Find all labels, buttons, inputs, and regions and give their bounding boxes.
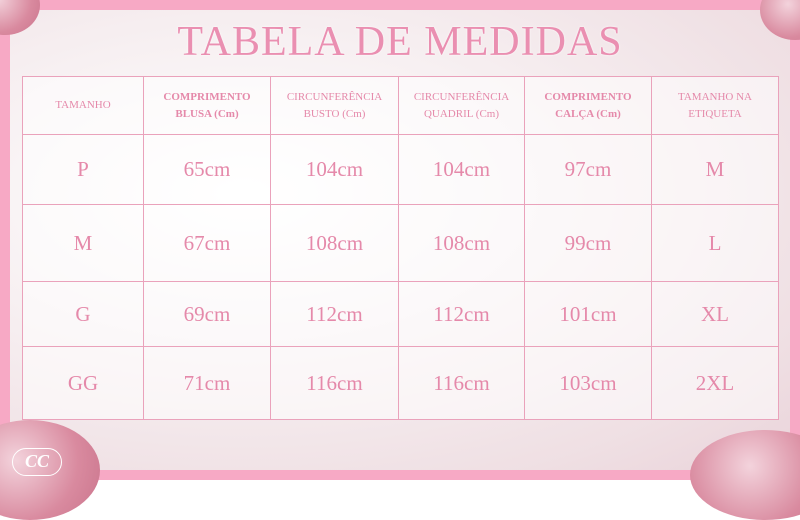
table-cell: 97cm (524, 134, 652, 205)
brand-logo: CC (12, 448, 62, 476)
table-cell: 99cm (524, 204, 652, 282)
table-header-row: TAMANHO COMPRIMENTO BLUSA (Cm) CIRCUNFER… (22, 76, 779, 135)
table-cell: L (651, 204, 779, 282)
table-row: G 69cm 112cm 112cm 101cm XL (22, 281, 779, 347)
table-cell: 116cm (270, 346, 399, 420)
table-cell: 104cm (398, 134, 525, 205)
table-row: M 67cm 108cm 108cm 99cm L (22, 204, 779, 282)
table-row: GG 71cm 116cm 116cm 103cm 2XL (22, 346, 779, 420)
table-cell: 71cm (143, 346, 271, 420)
table-row: P 65cm 104cm 104cm 97cm M (22, 134, 779, 205)
table-cell: 104cm (270, 134, 399, 205)
table-cell: 108cm (398, 204, 525, 282)
table-cell: 112cm (398, 281, 525, 347)
table-cell: 67cm (143, 204, 271, 282)
table-cell: 108cm (270, 204, 399, 282)
table-cell: M (22, 204, 144, 282)
table-cell: 101cm (524, 281, 652, 347)
table-cell: 112cm (270, 281, 399, 347)
size-table: TAMANHO COMPRIMENTO BLUSA (Cm) CIRCUNFER… (22, 76, 779, 420)
table-cell: P (22, 134, 144, 205)
page-title: TABELA DE MEDIDAS (177, 19, 623, 65)
table-cell: XL (651, 281, 779, 347)
table-cell: M (651, 134, 779, 205)
header-cell: CIRCUNFERÊNCIA BUSTO (Cm) (270, 76, 399, 135)
header-cell: TAMANHO (22, 76, 144, 135)
table-cell: 103cm (524, 346, 652, 420)
header-cell: COMPRIMENTO BLUSA (Cm) (143, 76, 271, 135)
header-cell: TAMANHO NA ETIQUETA (651, 76, 779, 135)
header-cell: COMPRIMENTO CALÇA (Cm) (524, 76, 652, 135)
table-cell: GG (22, 346, 144, 420)
header-cell: CIRCUNFERÊNCIA QUADRIL (Cm) (398, 76, 525, 135)
table-cell: 116cm (398, 346, 525, 420)
table-cell: G (22, 281, 144, 347)
table-cell: 69cm (143, 281, 271, 347)
table-cell: 2XL (651, 346, 779, 420)
table-cell: 65cm (143, 134, 271, 205)
